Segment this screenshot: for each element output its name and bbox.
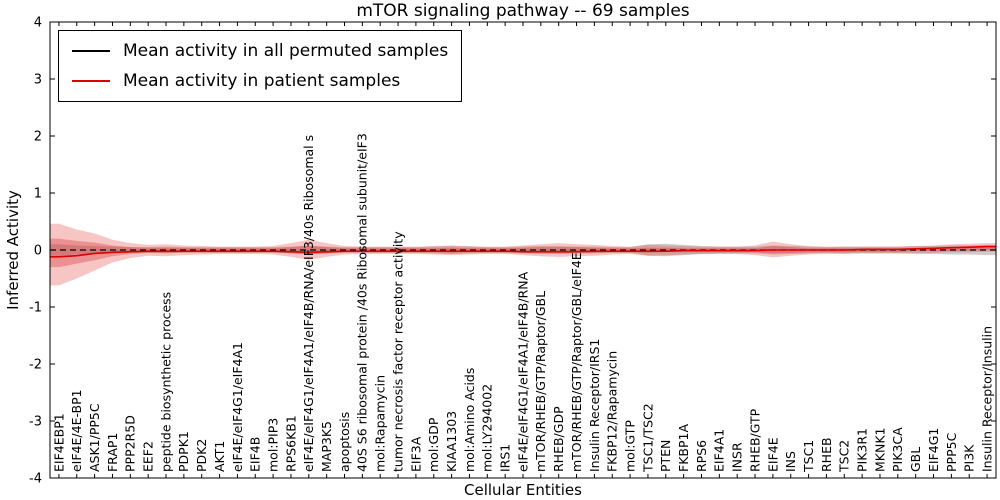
x-tick-label: mol:GDP	[426, 417, 441, 472]
x-tick-label: eIF4E/eIF4G1/eIF4A1	[230, 342, 245, 472]
x-tick-label: TSC2	[837, 440, 852, 473]
x-tick-label: mol:GTP	[622, 420, 637, 472]
x-tick-label: FRAP1	[105, 433, 120, 472]
x-tick-label: PTEN	[658, 440, 673, 472]
x-tick-label: 40S S6 ribosomal protein /40s Ribosomal …	[355, 133, 370, 472]
x-tick-label: PDK2	[194, 439, 209, 472]
x-tick-label: EIF4G1	[926, 428, 941, 472]
x-tick-label: peptide biosynthetic process	[158, 292, 173, 472]
x-tick-label: eIF4E/4E-BP1	[69, 389, 84, 472]
y-tick-label: 3	[34, 73, 42, 88]
y-tick-label: -2	[29, 358, 42, 373]
x-tick-label: Insulin Receptor/Insulin	[979, 326, 994, 472]
x-tick-label: TSC1	[801, 440, 816, 473]
patient-mean-line	[50, 245, 996, 258]
y-tick-label: -3	[29, 415, 42, 430]
x-tick-label: eIF4E/eIF4G1/eIF4A1/eIF4B/RNA/eIF3/40s R…	[301, 135, 316, 472]
x-tick-label: INSR	[730, 442, 745, 472]
x-tick-label: mTOR/RHEB/GTP/Raptor/GBL/eIF4E	[569, 252, 584, 472]
y-tick-label: 1	[34, 187, 42, 202]
x-tick-label: RPS6	[694, 440, 709, 472]
x-tick-label: RHEB/GTP	[747, 408, 762, 472]
band-patient-range-outer	[50, 223, 996, 286]
x-tick-label: apoptosis	[337, 412, 352, 472]
legend-label-patient: Mean activity in patient samples	[123, 71, 401, 91]
x-tick-label: PPP5C	[944, 432, 959, 472]
legend-item-patient: Mean activity in patient samples	[72, 71, 448, 91]
x-tick-label: mol:Amino Acids	[462, 368, 477, 472]
x-tick-label: RHEB/GDP	[551, 406, 566, 472]
x-tick-label: IRS1	[498, 444, 513, 472]
x-tick-label: mol:PIP3	[265, 418, 280, 472]
x-tick-label: GBL	[908, 447, 923, 472]
band-patient-range-inner	[50, 238, 996, 268]
x-tick-label: mTOR/RHEB/GTP/Raptor/GBL	[533, 291, 548, 472]
x-tick-label: RPS6KB1	[283, 415, 298, 472]
legend: Mean activity in all permuted samples Me…	[58, 30, 463, 102]
y-axis-label: Inferred Activity	[4, 190, 22, 310]
x-tick-label: EIF4A1	[712, 429, 727, 472]
x-tick-label: MAP3K5	[319, 421, 334, 472]
x-tick-label: FKBP12/Rapamycin	[605, 351, 620, 472]
legend-line-permuted-sample	[72, 50, 110, 52]
x-tick-label: EEF2	[141, 441, 156, 472]
y-tick-label: -4	[29, 472, 42, 487]
chart-title: mTOR signaling pathway -- 69 samples	[356, 1, 690, 21]
x-tick-label: PPP2R5D	[123, 415, 138, 472]
x-tick-label: EIF4B	[248, 437, 263, 472]
x-tick-label: Insulin Receptor/IRS1	[587, 339, 602, 472]
x-tick-label: mol:LY294002	[480, 384, 495, 472]
x-tick-label: mol:Rapamycin	[373, 375, 388, 472]
x-tick-label: EIF3A	[408, 436, 423, 472]
legend-item-permuted: Mean activity in all permuted samples	[72, 41, 448, 61]
x-tick-label: ASK1/PP5C	[87, 403, 102, 472]
x-tick-label: PIK3CA	[890, 427, 905, 472]
x-axis-label: Cellular Entities	[464, 481, 582, 499]
x-tick-label: RHEB	[819, 437, 834, 472]
x-tick-label: AKT1	[212, 441, 227, 472]
x-tick-label: TSC1/TSC2	[640, 403, 655, 473]
x-tick-label: FKBP1A	[676, 424, 691, 472]
x-tick-label: INS	[783, 451, 798, 472]
x-tick-label: MKNK1	[872, 428, 887, 472]
x-tick-label: EIF4EBP1	[51, 413, 66, 472]
x-tick-label: PDPK1	[176, 431, 191, 472]
x-tick-label: PI3K	[962, 444, 977, 472]
y-tick-label: 2	[34, 130, 42, 145]
x-tick-label: EIF4E	[765, 437, 780, 472]
legend-line-patient-sample	[72, 80, 110, 82]
y-tick-label: 0	[34, 244, 42, 259]
y-tick-label: -1	[29, 301, 42, 316]
x-tick-label: PIK3R1	[855, 428, 870, 472]
y-tick-label: 4	[34, 16, 42, 31]
x-tick-label: KIAA1303	[444, 411, 459, 472]
legend-label-permuted: Mean activity in all permuted samples	[123, 41, 449, 61]
x-tick-label: eIF4E/eIF4G1/eIF4A1/eIF4B/RNA	[515, 271, 530, 472]
x-tick-label: tumor necrosis factor receptor activity	[390, 231, 405, 472]
